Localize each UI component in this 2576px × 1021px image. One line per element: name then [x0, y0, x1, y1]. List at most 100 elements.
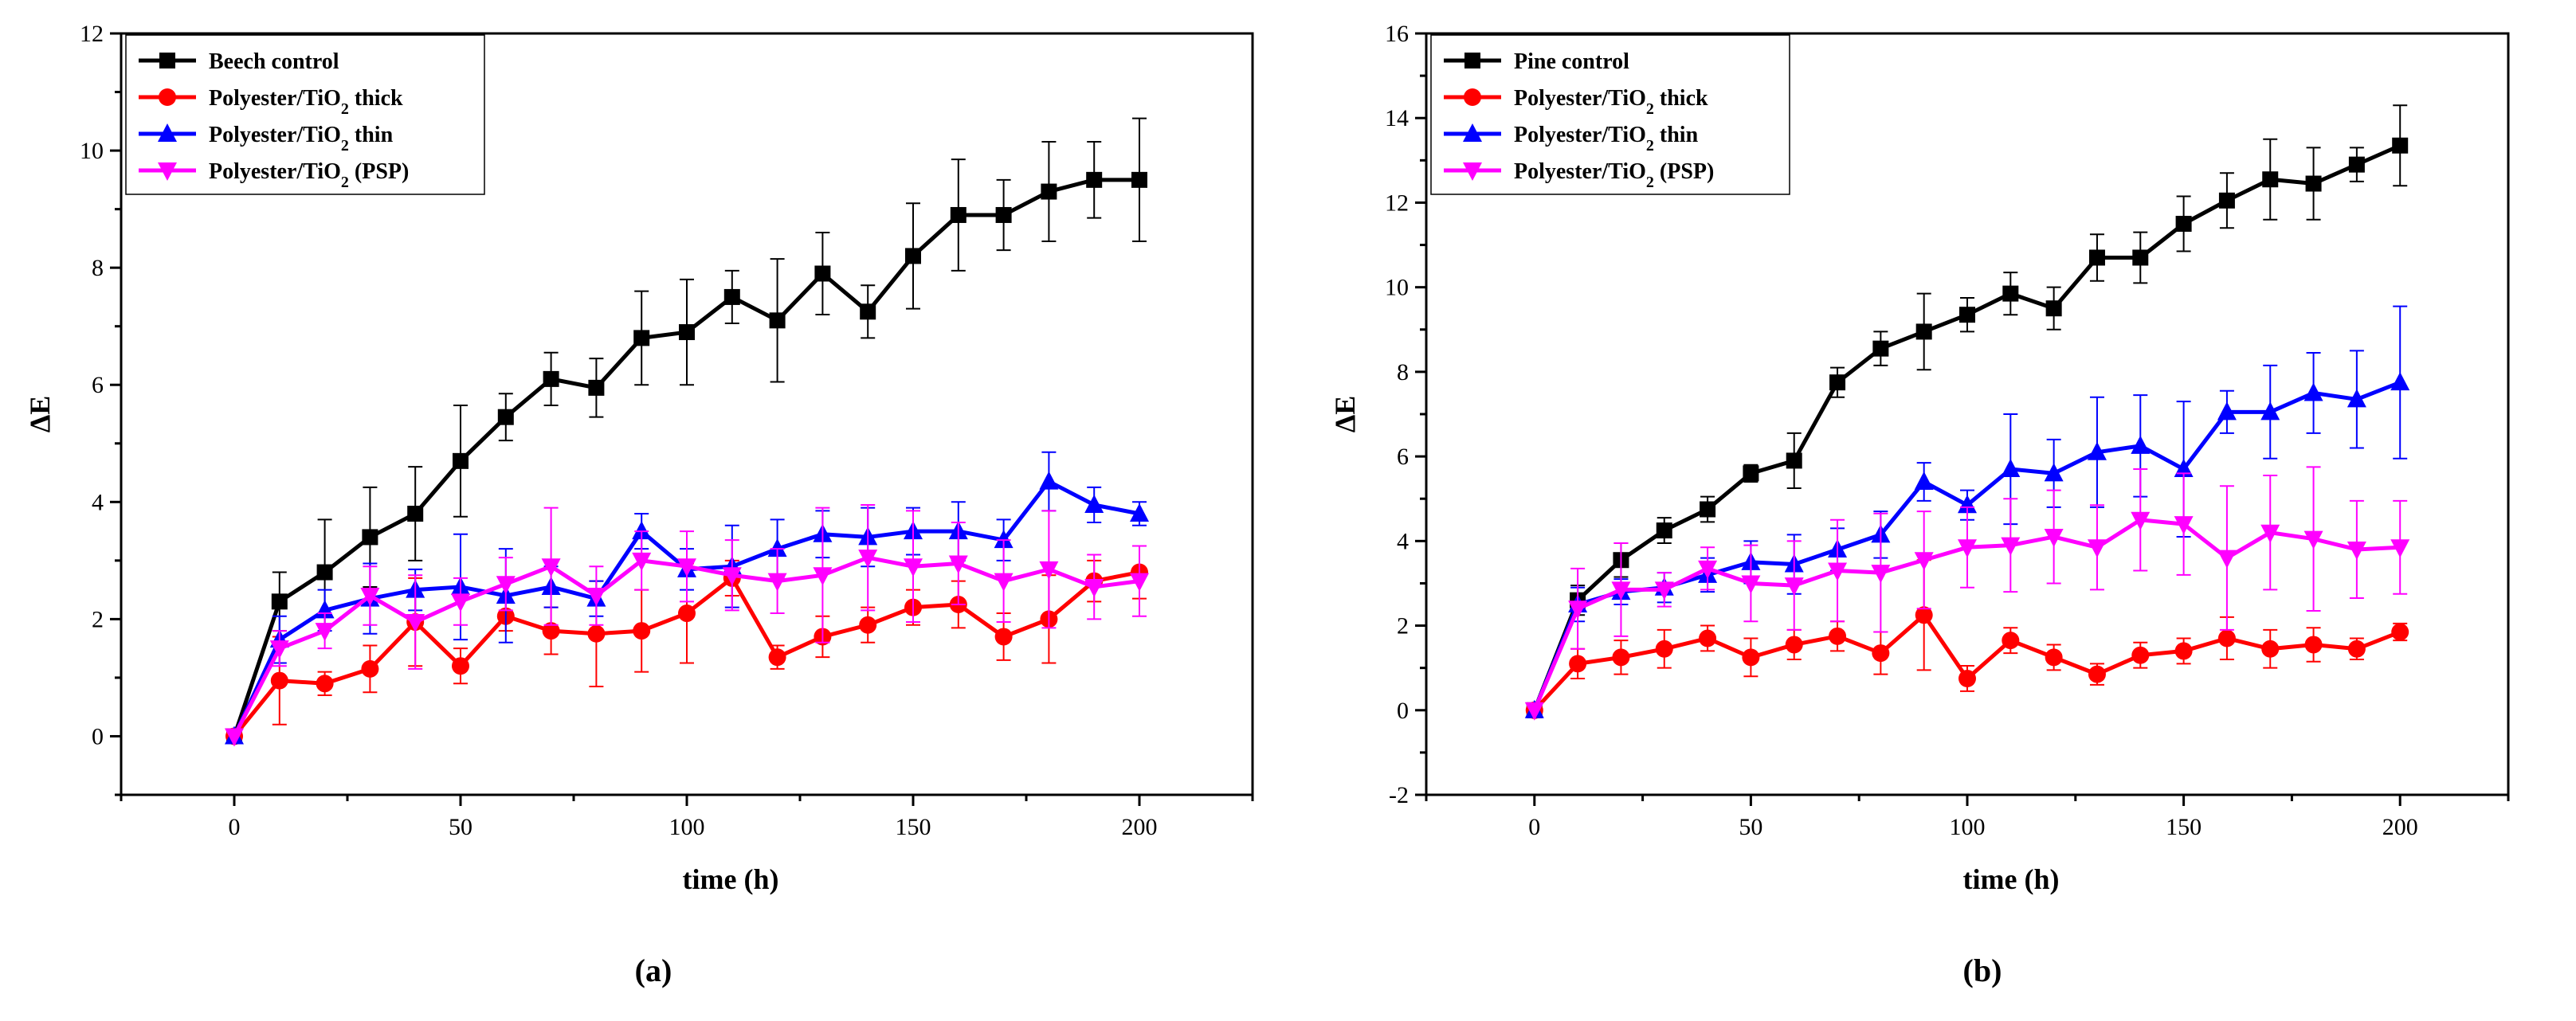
- data-point: [542, 622, 560, 640]
- data-point: [2174, 459, 2194, 478]
- data-point: [2131, 511, 2151, 530]
- data-point: [677, 558, 696, 577]
- data-point: [678, 604, 696, 623]
- data-point: [905, 248, 921, 264]
- data-point: [1039, 561, 1059, 580]
- data-point: [1130, 573, 1149, 592]
- x-tick-label: 100: [669, 814, 705, 840]
- data-point: [2131, 646, 2150, 664]
- x-tick-label: 200: [2382, 814, 2418, 840]
- data-point: [1958, 669, 1976, 687]
- data-point: [1915, 606, 1933, 624]
- y-axis-title: ΔE: [1329, 396, 1361, 433]
- data-point: [271, 593, 288, 610]
- data-point: [1655, 640, 1673, 658]
- data-point: [859, 616, 877, 634]
- data-point: [1958, 539, 1977, 558]
- data-point: [2347, 640, 2366, 658]
- data-point: [2304, 636, 2323, 654]
- data-point: [315, 623, 335, 642]
- y-tick-label: 4: [1397, 528, 1409, 554]
- panel-label: (b): [1963, 953, 2002, 988]
- data-point: [1041, 183, 1057, 200]
- data-point: [904, 558, 923, 577]
- legend-marker: [1464, 88, 1481, 106]
- legend: Beech control Polyester/TiO2 thick Polyest…: [125, 34, 485, 195]
- data-point: [452, 657, 469, 675]
- data-point: [767, 573, 787, 592]
- data-point: [407, 506, 424, 522]
- data-point: [994, 628, 1013, 646]
- data-point: [2088, 665, 2106, 683]
- data-point: [2392, 137, 2409, 154]
- legend: Pine control Polyester/TiO2 thick Polyeste…: [1430, 34, 1790, 195]
- data-point: [995, 206, 1012, 223]
- data-point: [994, 530, 1014, 549]
- data-point: [1743, 465, 1759, 482]
- data-point: [1612, 648, 1630, 667]
- data-point: [2045, 300, 2062, 317]
- x-tick-label: 0: [229, 814, 241, 840]
- legend-label: Polyester/TiO2 (PSP): [209, 159, 409, 191]
- x-axis-title: time (h): [1963, 863, 2060, 895]
- data-point: [1699, 629, 1717, 647]
- data-point: [2261, 640, 2280, 658]
- data-point: [994, 573, 1014, 592]
- x-tick-label: 200: [1122, 814, 1158, 840]
- data-point: [1130, 503, 1149, 522]
- data-point: [453, 452, 469, 469]
- legend-marker: [1463, 162, 1482, 181]
- x-tick-label: 50: [1739, 814, 1762, 840]
- data-point: [496, 576, 516, 595]
- data-point: [632, 521, 652, 540]
- data-point: [2217, 550, 2237, 569]
- data-point: [2305, 175, 2322, 192]
- legend-marker: [158, 162, 177, 181]
- data-point: [316, 675, 334, 693]
- panel-label: (a): [635, 953, 672, 988]
- data-point: [2347, 541, 2366, 560]
- data-point: [2390, 372, 2410, 391]
- data-point: [2348, 156, 2365, 173]
- y-tick-label: 12: [1385, 190, 1409, 216]
- data-point: [2001, 537, 2021, 556]
- legend-label: Polyester/TiO2 thin: [1514, 123, 1699, 155]
- data-point: [406, 614, 425, 633]
- data-point: [1914, 552, 1934, 571]
- data-point: [1741, 575, 1761, 594]
- data-point: [948, 555, 968, 574]
- data-point: [2044, 463, 2064, 482]
- series-1: [226, 117, 1147, 745]
- legend-label: Polyester/TiO2 thin: [209, 123, 394, 155]
- chart-panel-a: 0 50 100 150 200 0 2 4 6 8 10 12 time (h) ΔE Beech con…: [24, 21, 1254, 988]
- data-point: [2044, 529, 2064, 548]
- data-point: [1872, 340, 1889, 357]
- legend-marker: [158, 123, 177, 142]
- data-point: [2390, 539, 2410, 558]
- data-point: [2391, 623, 2409, 641]
- legend-label: Polyester/TiO2 (PSP): [1514, 159, 1714, 191]
- y-tick-label: 6: [92, 372, 104, 398]
- data-point: [2002, 285, 2019, 302]
- legend-marker: [1463, 123, 1482, 142]
- data-point: [362, 529, 378, 546]
- data-point: [2087, 441, 2107, 460]
- y-tick-label: 2: [92, 606, 104, 632]
- data-point: [633, 330, 650, 346]
- y-tick-label: 4: [92, 489, 104, 515]
- series-4: [1524, 466, 2410, 721]
- chart-panel-b: 0 50 100 150 200 -2 0 2 4 6 8 10 12 14 16 time (h) ΔE Pin…: [1329, 21, 2510, 988]
- data-point: [860, 303, 876, 320]
- data-point: [633, 622, 651, 640]
- y-tick-label: 10: [1385, 275, 1409, 301]
- series-1: [1526, 104, 2409, 718]
- data-point: [497, 409, 514, 425]
- data-point: [1742, 648, 1760, 667]
- data-point: [2217, 401, 2237, 421]
- data-point: [1654, 581, 1674, 600]
- data-point: [586, 587, 606, 606]
- data-point: [858, 550, 878, 569]
- series-4: [225, 503, 1149, 747]
- data-point: [1914, 471, 1934, 490]
